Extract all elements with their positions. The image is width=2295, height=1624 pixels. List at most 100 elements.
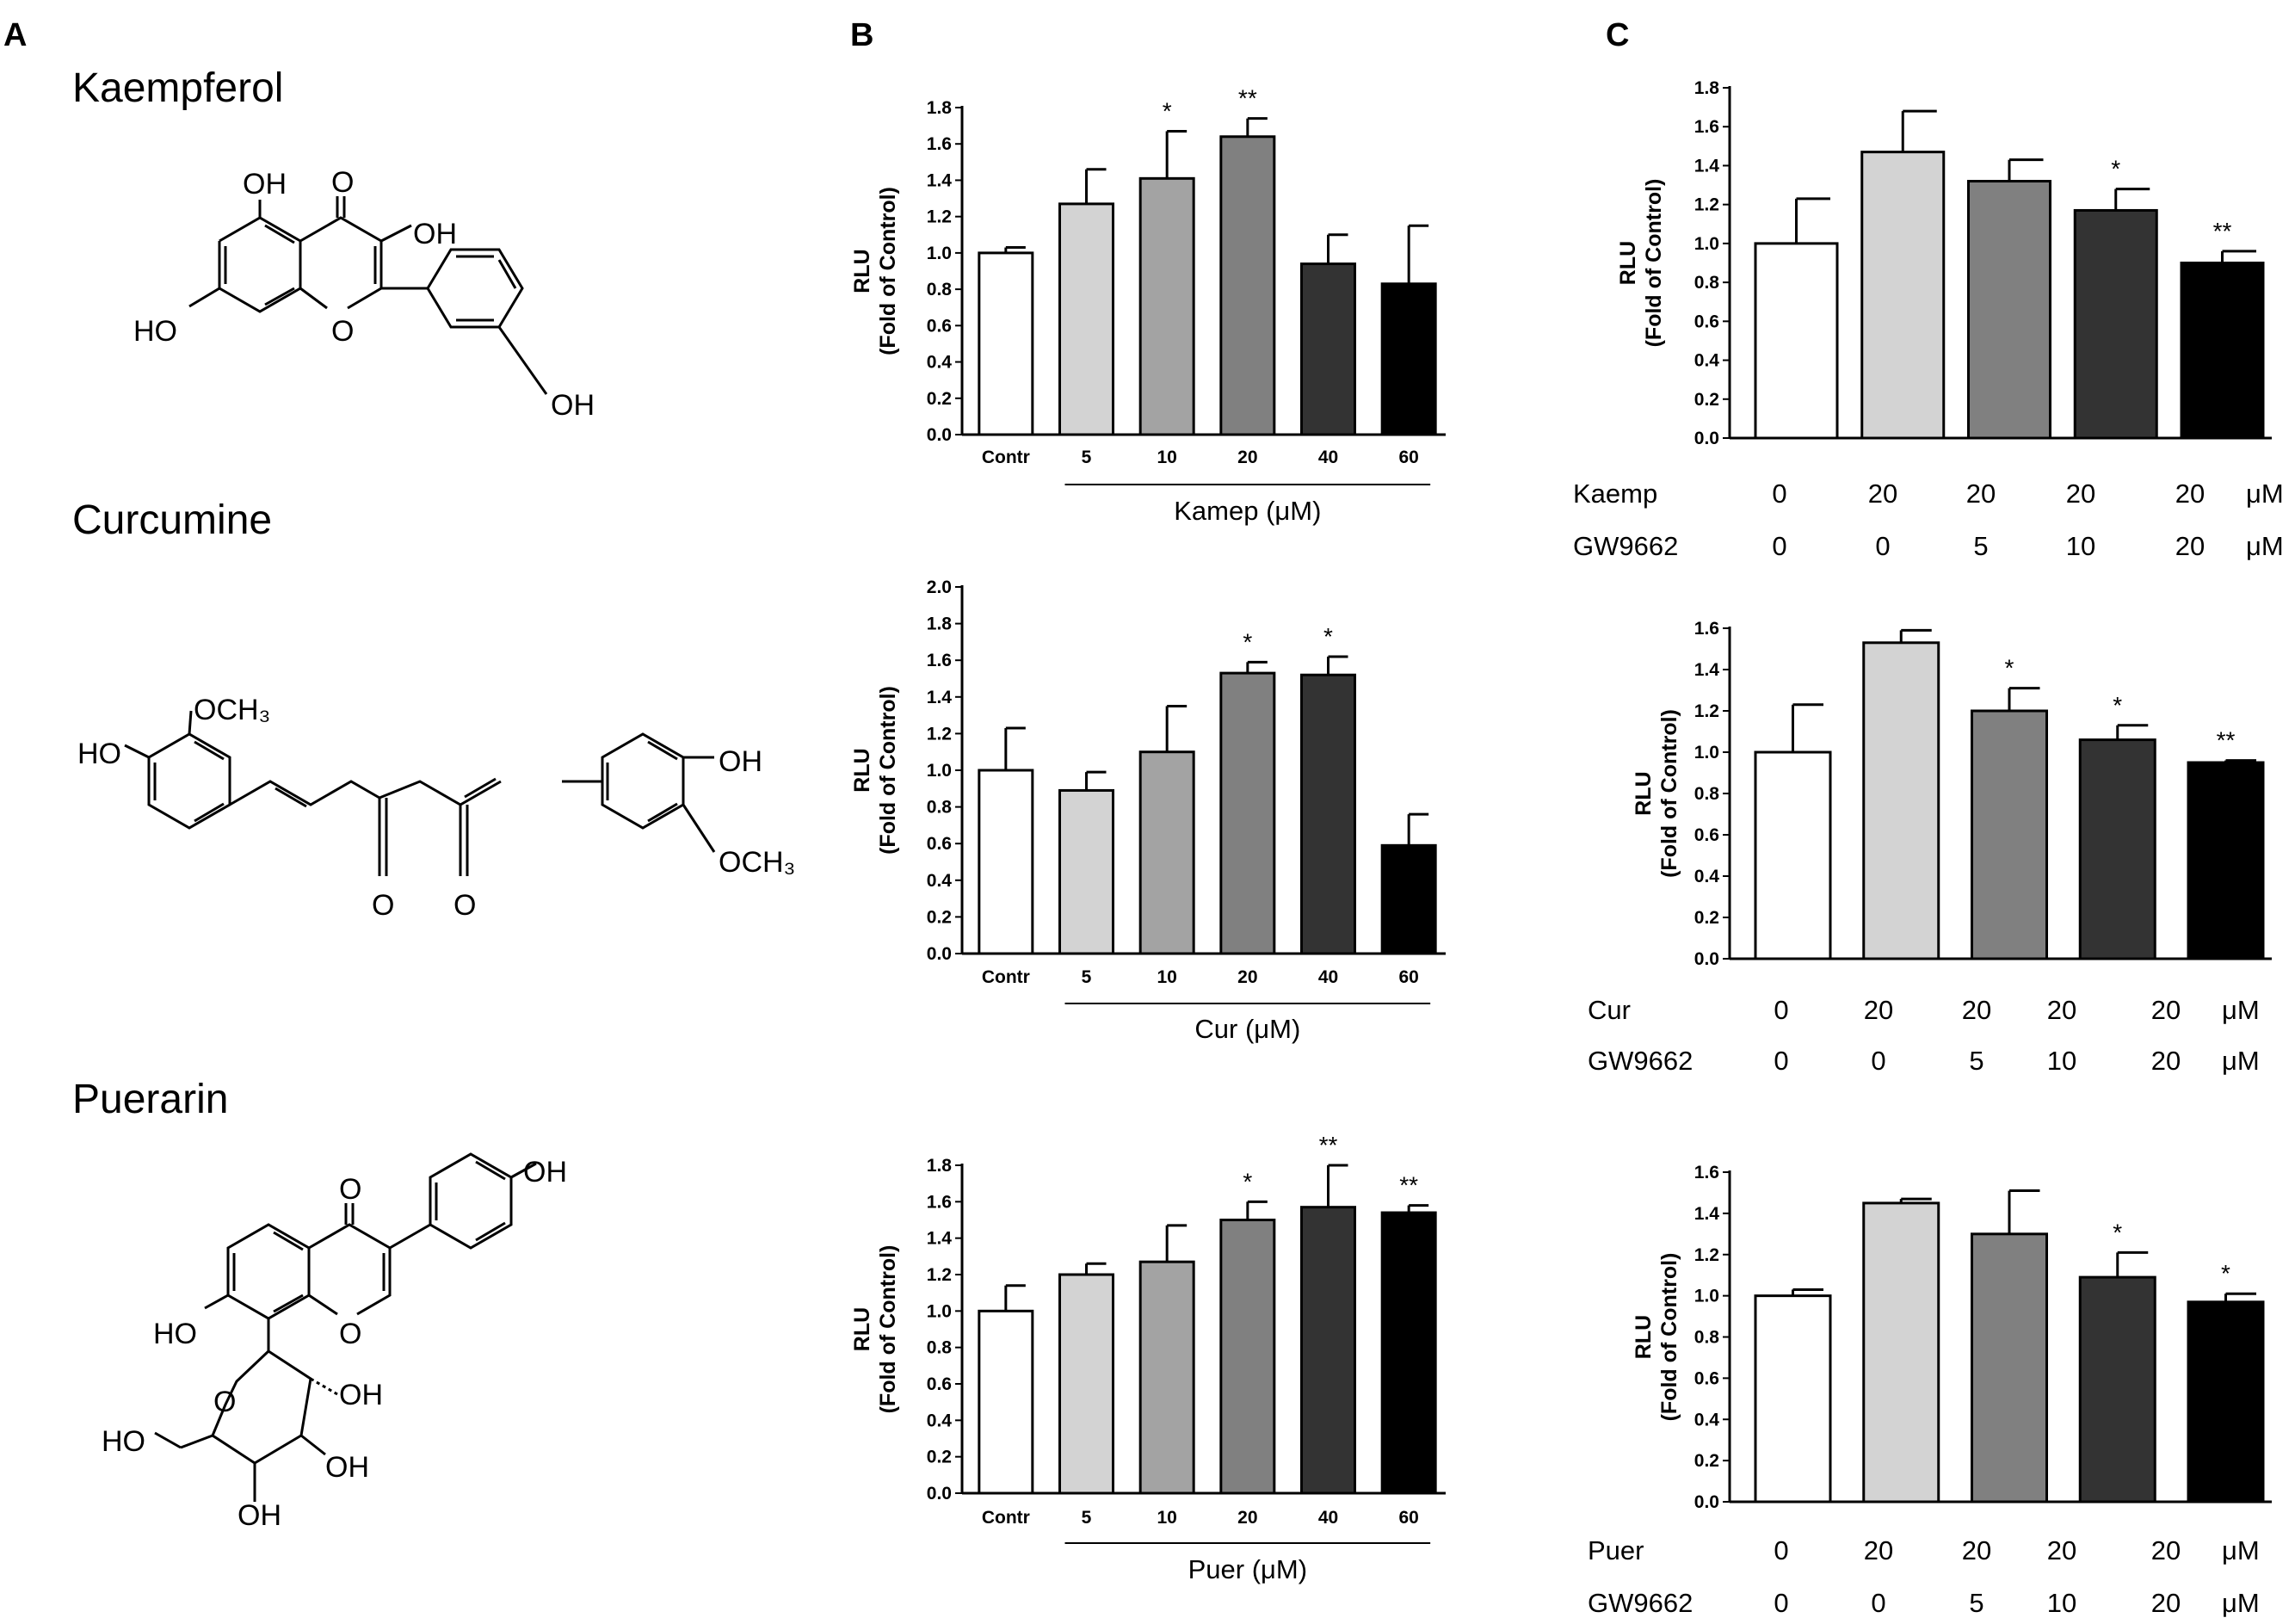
significance-marker: * xyxy=(1243,628,1252,655)
bond xyxy=(429,1152,513,1250)
structure-kaempferol: Kaempferol OH O OH HO O OH xyxy=(72,65,595,422)
x-tick-label: 60 xyxy=(1398,967,1418,987)
panel-letter-b: B xyxy=(850,17,873,53)
treatment-value: 0 xyxy=(1774,995,1788,1025)
treatment-value: 5 xyxy=(1973,531,1988,561)
y-axis-label: (Fold of Control) xyxy=(1657,709,1681,878)
bar xyxy=(2180,262,2265,440)
bond xyxy=(124,744,150,759)
atom-label: OH xyxy=(339,1379,383,1411)
x-tick-label: 5 xyxy=(1082,967,1092,987)
y-tick-label: 0.4 xyxy=(927,1411,953,1430)
bar xyxy=(1380,1211,1437,1495)
bond xyxy=(647,802,678,823)
y-tick-label: 2.0 xyxy=(927,577,952,597)
treatment-value: 20 xyxy=(1966,479,1996,509)
atom-label: O xyxy=(331,315,354,348)
bond xyxy=(601,732,685,830)
structure-curcumine: Curcumine OCH₃ HO OH OCH₃ O O xyxy=(72,497,795,922)
y-tick-label: 1.4 xyxy=(1694,660,1720,680)
y-tick-label: 1.2 xyxy=(1694,701,1719,721)
y-tick-label: 0.6 xyxy=(927,316,952,336)
y-tick-label: 0.6 xyxy=(927,834,952,854)
atom-label: OH xyxy=(719,745,762,778)
x-tick-label: 5 xyxy=(1082,1508,1092,1528)
y-tick-label: 1.0 xyxy=(927,761,952,781)
x-tick-label: 40 xyxy=(1318,967,1338,987)
treatment-unit: μM xyxy=(2222,995,2260,1025)
bar xyxy=(1300,262,1356,436)
bar xyxy=(978,769,1034,955)
y-tick-label: 1.4 xyxy=(1694,156,1720,176)
y-tick-label: 0.2 xyxy=(927,389,952,409)
y-tick-label: 0.0 xyxy=(1694,429,1719,448)
panel-letter-c: C xyxy=(1606,17,1629,53)
treatment-row-label: Cur xyxy=(1588,995,1631,1025)
bar-chart-puerarin-dose: 0.0 0.2 0.4 0.6 0.8 1.0 1.2 1.4 1.6 1.8 RLU (Fold o… xyxy=(850,1132,1446,1584)
treatment-value: 0 xyxy=(1774,1046,1788,1076)
y-tick-label: 0.4 xyxy=(927,871,953,891)
x-tick-label: Contr xyxy=(982,1508,1030,1528)
treatment-unit: μM xyxy=(2222,1046,2260,1076)
x-tick-label: 10 xyxy=(1157,1508,1176,1528)
y-tick-label: 1.8 xyxy=(927,1156,953,1176)
y-tick-label: 1.4 xyxy=(927,688,953,707)
atom-label: OH xyxy=(238,1499,281,1532)
atom-label: O xyxy=(339,1173,361,1206)
y-tick-label: 1.6 xyxy=(1694,619,1719,639)
atom-label: OCH₃ xyxy=(194,694,270,726)
atom-label: O xyxy=(213,1386,236,1418)
bond xyxy=(264,224,295,244)
atom-label: O xyxy=(372,889,394,922)
y-tick-label: 0.6 xyxy=(927,1374,952,1394)
treatment-unit: μM xyxy=(2246,531,2284,561)
x-tick-label: 60 xyxy=(1398,1508,1418,1528)
bar xyxy=(2187,761,2265,960)
bar xyxy=(2078,738,2156,960)
y-tick-label: 1.0 xyxy=(927,1301,952,1321)
bar xyxy=(1300,673,1356,955)
bond xyxy=(211,1349,312,1465)
bar xyxy=(1754,1294,1832,1504)
atom-label: HO xyxy=(102,1425,145,1458)
bar xyxy=(1860,151,1946,440)
y-tick-label: 1.4 xyxy=(1694,1204,1720,1224)
y-tick-label: 1.0 xyxy=(1694,743,1719,763)
treatment-row-label: Puer xyxy=(1588,1535,1644,1565)
treatment-value: 20 xyxy=(1962,1535,1991,1565)
bond xyxy=(426,248,524,329)
treatment-value: 0 xyxy=(1871,1046,1885,1076)
y-tick-label: 0.6 xyxy=(1694,1368,1719,1388)
y-axis-label: RLU xyxy=(850,249,874,293)
compound-name-kaempferol: Kaempferol xyxy=(72,65,283,111)
atom-label: O xyxy=(331,166,354,199)
treatment-value: 20 xyxy=(2047,995,2076,1025)
bond xyxy=(299,216,383,310)
y-tick-label: 0.8 xyxy=(927,1338,953,1358)
bond xyxy=(264,287,295,306)
bond xyxy=(389,1223,431,1250)
treatment-value: 0 xyxy=(1871,1588,1885,1618)
treatment-unit: μM xyxy=(2246,479,2284,509)
treatment-value: 10 xyxy=(2066,531,2095,561)
x-tick-label: 40 xyxy=(1318,1508,1338,1528)
bond xyxy=(497,326,548,395)
bond xyxy=(308,1223,392,1316)
y-tick-label: 1.0 xyxy=(1694,234,1719,254)
y-axis-label: RLU xyxy=(1632,1315,1656,1359)
compound-name-curcumine: Curcumine xyxy=(72,497,272,543)
bond xyxy=(497,259,517,289)
bond xyxy=(226,1223,311,1320)
y-axis-label: (Fold of Control) xyxy=(876,686,900,855)
compound-name-puerarin: Puerarin xyxy=(72,1077,228,1122)
significance-marker: * xyxy=(1323,623,1333,650)
bar xyxy=(1219,671,1276,955)
treatment-value: 0 xyxy=(1774,1588,1788,1618)
bar xyxy=(1219,135,1276,436)
y-tick-label: 1.2 xyxy=(1694,195,1719,215)
bond xyxy=(380,224,412,243)
bond xyxy=(300,1434,326,1456)
y-tick-label: 1.2 xyxy=(927,207,952,227)
bond xyxy=(194,740,225,761)
x-tick-label: Contr xyxy=(982,448,1030,467)
